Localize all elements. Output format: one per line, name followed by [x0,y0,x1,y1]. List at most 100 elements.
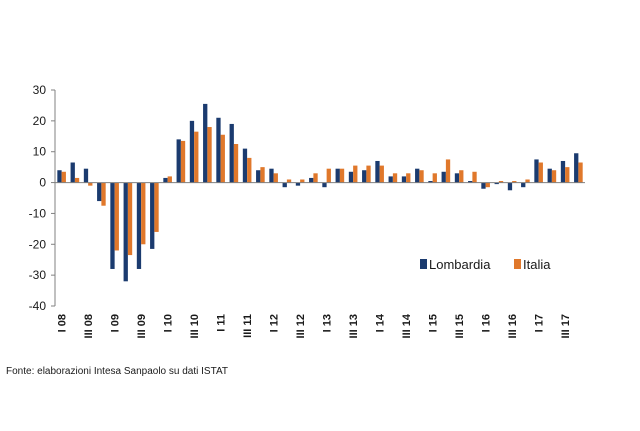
bar-lombardia [348,171,354,183]
bar-italia [326,168,331,183]
y-tick-label: -30 [29,268,47,282]
bar-italia [445,159,451,183]
bar-italia [565,167,570,183]
y-tick-label: 20 [33,114,47,128]
bar-italia [220,134,225,183]
bar-italia [512,181,517,183]
x-tick-label: III 16 [507,314,519,338]
bar-italia [432,173,437,183]
bar-lombardia [547,168,552,183]
bar-lombardia [309,177,314,183]
bar-italia [194,131,199,183]
bar-italia [180,140,186,183]
bar-italia [525,179,530,183]
bar-italia [260,167,265,183]
bar-lombardia [216,117,221,183]
bar-italia [127,182,133,256]
y-tick-label: 30 [33,83,47,97]
bar-italia [207,127,212,183]
bar-italia [114,182,119,251]
x-tick-label: I 13 [322,314,334,332]
bar-italia [472,171,477,183]
x-tick-label: I 14 [375,313,387,332]
bar-italia [419,170,424,183]
x-tick-label: III 14 [401,313,413,338]
y-tick-label: -10 [29,206,47,220]
bar-lombardia [295,182,301,186]
x-tick-label: I 08 [57,314,69,332]
bar-italia [551,170,557,183]
y-tick-label: -40 [29,299,47,313]
bar-italia [101,182,106,206]
bar-lombardia [560,160,566,183]
bar-lombardia [97,182,102,202]
x-tick-label: I 16 [481,314,493,332]
bar-lombardia [401,176,407,183]
bar-lombardia [136,182,142,269]
bar-lombardia [110,182,115,269]
bar-lombardia [574,153,579,183]
bar-italia [498,181,504,183]
x-tick-label: III 17 [560,314,572,338]
bar-lombardia [282,182,287,188]
bar-italia [339,168,345,183]
bar-lombardia [454,173,460,183]
bar-lombardia [507,182,513,191]
bar-italia [141,182,146,245]
x-tick-label: III 08 [83,314,95,338]
bar-lombardia [428,181,433,183]
bar-italia [61,171,66,183]
x-axis: I 08 III 08 I 09 III 09 I 10 III 10 I 11 III 11… [57,313,573,338]
bar-italia [167,176,172,183]
x-tick-label: I 11 [216,314,228,332]
legend-label-italia: Italia [523,257,551,272]
bar-lombardia [388,176,393,183]
bar-lombardia [189,120,195,183]
x-tick-label: III 11 [242,314,254,338]
bar-lombardia [534,159,539,183]
x-tick-label: III 13 [348,314,360,338]
bar-lombardia [176,139,181,183]
bar-lombardia [494,182,499,185]
x-tick-label: I 10 [163,314,175,332]
bar-italia [538,162,543,183]
x-tick-label: III 09 [136,314,148,338]
bar-italia [247,157,252,183]
bar-italia [273,173,278,183]
bar-italia [300,179,305,183]
bar-italia [366,165,371,183]
bar-italia [233,144,239,183]
x-tick-label: III 15 [454,314,466,338]
bar-lombardia [468,181,473,183]
bar-italia [578,162,583,183]
bar-lombardia [375,160,380,183]
bar-lombardia [150,182,155,249]
bar-lombardia [335,168,340,183]
y-tick-label: 0 [39,176,46,190]
bar-italia [154,182,159,232]
x-tick-label: III 12 [295,314,307,338]
bar-lombardia [70,162,75,183]
bar-lombardia [415,168,420,183]
bar-lombardia [441,171,446,183]
bars [57,103,583,282]
bar-lombardia [256,170,261,183]
y-tick-label: 10 [33,145,47,159]
bar-italia [379,165,384,183]
bar-lombardia [269,168,274,183]
bar-lombardia [521,182,526,188]
bar-italia [392,173,398,183]
bar-italia [313,173,318,183]
x-tick-label: I 09 [110,314,122,332]
bar-italia [286,179,292,183]
x-tick-label: III 10 [189,314,201,338]
bar-italia [353,165,358,183]
legend-swatch-lombardia [420,259,427,269]
bar-lombardia [362,170,367,183]
bar-italia [485,182,490,188]
bar-lombardia [242,148,248,183]
bar-italia [74,177,80,183]
bar-lombardia [57,170,62,183]
x-tick-label: I 15 [428,314,440,332]
